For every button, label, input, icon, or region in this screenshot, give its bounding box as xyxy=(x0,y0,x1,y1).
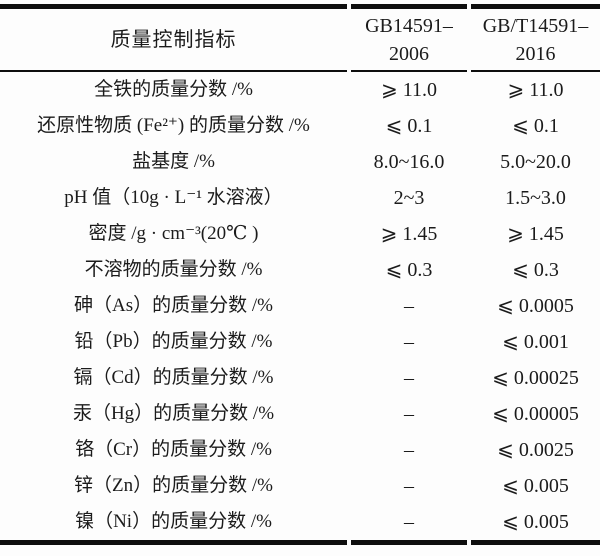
table-row: 镉（Cd）的质量分数 /% – ⩽ 0.00025 xyxy=(0,360,600,396)
value-gb14591-2006: – xyxy=(404,331,414,353)
value-gb14591-2006: ⩾ 11.0 xyxy=(380,79,437,101)
indicator-label: 盐基度 /% xyxy=(132,150,215,172)
value-gbt14591-2016: ⩽ 0.1 xyxy=(512,115,559,137)
table-row: 铬（Cr）的质量分数 /% – ⩽ 0.0025 xyxy=(0,432,600,468)
border-segment xyxy=(351,4,467,9)
border-segment xyxy=(471,70,600,72)
table-row: 锌（Zn）的质量分数 /% – ⩽ 0.005 xyxy=(0,468,600,504)
indicator-label: pH 值（10g · L⁻¹ 水溶液） xyxy=(64,186,283,208)
indicator-label: 铅（Pb）的质量分数 /% xyxy=(74,330,273,352)
table-header-separator xyxy=(0,70,600,72)
table-bottom-border xyxy=(0,540,600,545)
border-segment xyxy=(0,70,347,72)
indicator-label: 砷（As）的质量分数 /% xyxy=(74,294,273,316)
value-gb14591-2006: – xyxy=(404,511,414,533)
value-gbt14591-2016: ⩽ 0.0005 xyxy=(497,295,574,317)
standard-name-line1: GB/T14591– xyxy=(482,14,589,37)
table-row: 盐基度 /% 8.0~16.0 5.0~20.0 xyxy=(0,144,600,180)
value-gbt14591-2016: ⩽ 0.3 xyxy=(512,259,559,281)
value-gbt14591-2016: ⩽ 0.0025 xyxy=(497,439,574,461)
border-segment xyxy=(351,540,467,545)
indicator-label: 锌（Zn）的质量分数 /% xyxy=(74,474,273,496)
table-row: 砷（As）的质量分数 /% – ⩽ 0.0005 xyxy=(0,288,600,324)
border-segment xyxy=(471,540,600,545)
value-gbt14591-2016: ⩽ 0.005 xyxy=(502,511,569,533)
indicator-label: 不溶物的质量分数 /% xyxy=(84,258,263,280)
column-header-indicator: 质量控制指标 xyxy=(110,28,237,51)
value-gbt14591-2016: ⩾ 1.45 xyxy=(507,223,564,245)
value-gb14591-2006: 2~3 xyxy=(393,187,425,209)
table-row: 密度 /g · cm⁻³(20℃ ) ⩾ 1.45 ⩾ 1.45 xyxy=(0,216,600,252)
value-gb14591-2006: – xyxy=(404,475,414,497)
indicator-label: 镉（Cd）的质量分数 /% xyxy=(73,366,274,388)
table-top-border xyxy=(0,4,600,9)
table-row: pH 值（10g · L⁻¹ 水溶液） 2~3 1.5~3.0 xyxy=(0,180,600,216)
value-gbt14591-2016: ⩽ 0.00005 xyxy=(492,403,579,425)
value-gb14591-2006: ⩽ 0.3 xyxy=(385,259,433,281)
border-segment xyxy=(0,4,347,9)
table-row: 汞（Hg）的质量分数 /% – ⩽ 0.00005 xyxy=(0,396,600,432)
value-gbt14591-2016: ⩾ 11.0 xyxy=(507,79,564,101)
border-segment xyxy=(471,4,600,9)
value-gb14591-2006: ⩾ 1.45 xyxy=(380,223,438,245)
table-row: 镍（Ni）的质量分数 /% – ⩽ 0.005 xyxy=(0,504,600,540)
column-header-gbt14591-2016: GB/T14591– 2016 xyxy=(471,9,600,70)
value-gbt14591-2016: ⩽ 0.00025 xyxy=(492,367,579,389)
standard-year-line2: 2006 xyxy=(389,42,429,65)
indicator-label: 全铁的质量分数 /% xyxy=(94,78,253,100)
table-row: 还原性物质 (Fe²⁺) 的质量分数 /% ⩽ 0.1 ⩽ 0.1 xyxy=(0,108,600,144)
indicator-label: 密度 /g · cm⁻³(20℃ ) xyxy=(88,222,259,244)
border-segment xyxy=(0,540,347,545)
value-gbt14591-2016: 1.5~3.0 xyxy=(505,187,566,209)
indicator-label: 铬（Cr）的质量分数 /% xyxy=(75,438,272,460)
column-header-gb14591-2006: GB14591– 2006 xyxy=(351,9,467,70)
value-gb14591-2006: 8.0~16.0 xyxy=(373,151,445,173)
value-gbt14591-2016: 5.0~20.0 xyxy=(500,151,571,173)
border-segment xyxy=(351,70,467,72)
value-gbt14591-2016: ⩽ 0.001 xyxy=(502,331,569,353)
table-row: 铅（Pb）的质量分数 /% – ⩽ 0.001 xyxy=(0,324,600,360)
standard-name-line1: GB14591– xyxy=(365,14,453,37)
table-row: 全铁的质量分数 /% ⩾ 11.0 ⩾ 11.0 xyxy=(0,72,600,108)
indicator-label: 汞（Hg）的质量分数 /% xyxy=(72,402,275,424)
value-gb14591-2006: – xyxy=(404,367,414,389)
indicator-label: 镍（Ni）的质量分数 /% xyxy=(75,510,272,532)
value-gb14591-2006: – xyxy=(404,295,414,317)
indicator-label: 还原性物质 (Fe²⁺) 的质量分数 /% xyxy=(37,114,310,136)
table-header-row: 质量控制指标 GB14591– 2006 GB/T14591– 2016 xyxy=(0,9,600,70)
value-gb14591-2006: ⩽ 0.1 xyxy=(385,115,433,137)
value-gb14591-2006: – xyxy=(404,403,414,425)
value-gbt14591-2016: ⩽ 0.005 xyxy=(502,475,569,497)
standard-year-line2: 2016 xyxy=(515,42,556,65)
value-gb14591-2006: – xyxy=(404,439,414,461)
table-row: 不溶物的质量分数 /% ⩽ 0.3 ⩽ 0.3 xyxy=(0,252,600,288)
